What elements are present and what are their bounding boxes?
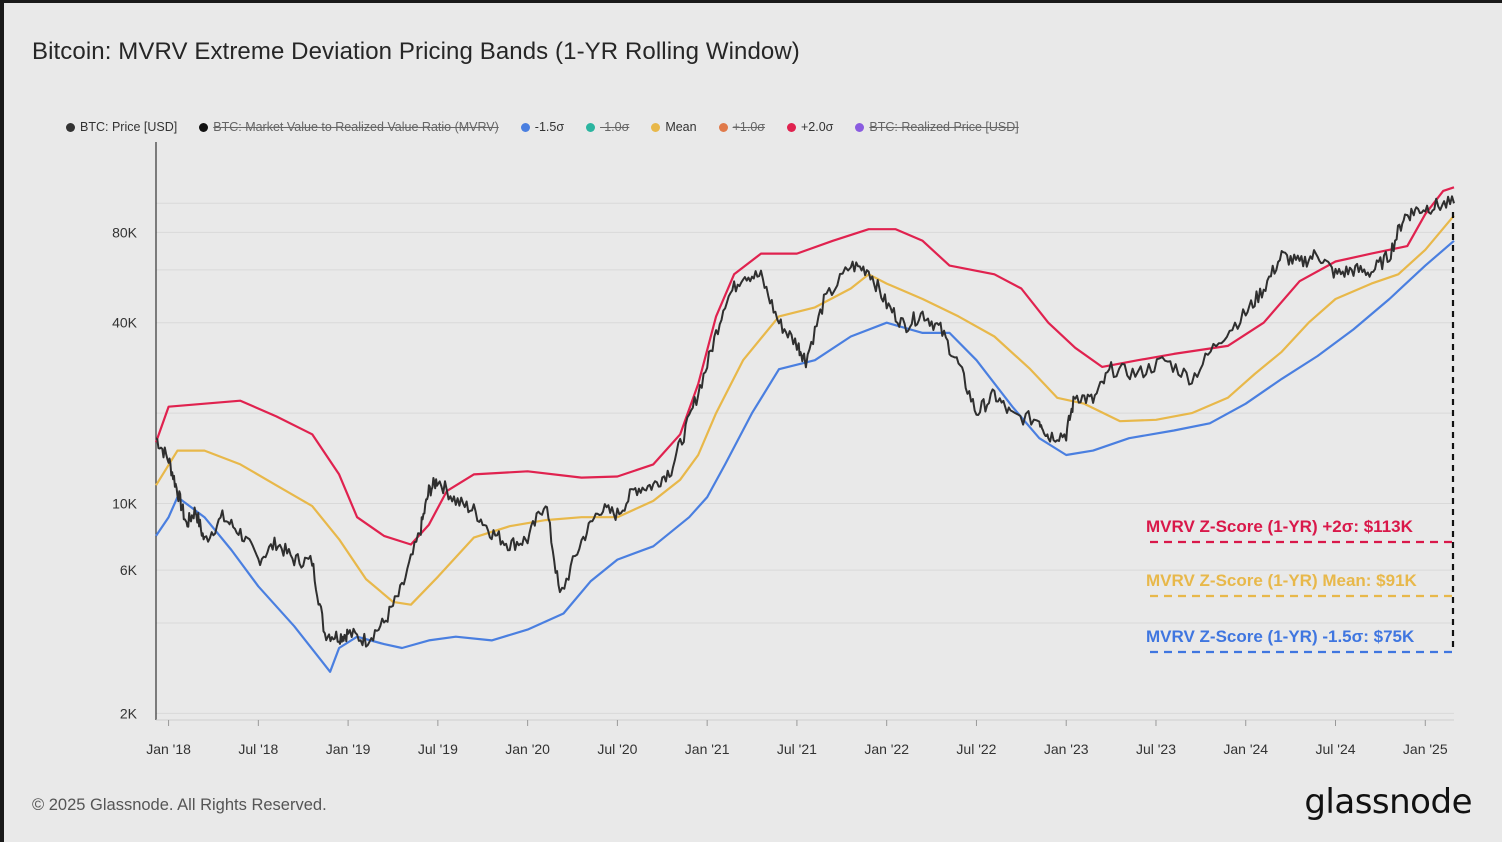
x-tick-label: Jul '21	[777, 741, 817, 757]
annotation-label: MVRV Z-Score (1-YR) -1.5σ: $75K	[1146, 627, 1415, 646]
x-tick-label: Jan '18	[146, 741, 191, 757]
y-tick-label: 40K	[112, 315, 138, 331]
legend-label: -1.5σ	[534, 120, 565, 134]
x-tick-label: Jan '22	[864, 741, 909, 757]
legend-item[interactable]: +1.0σ	[718, 120, 765, 134]
y-tick-label: 80K	[112, 224, 138, 240]
x-tick-label: Jan '23	[1044, 741, 1089, 757]
copyright-footer: © 2025 Glassnode. All Rights Reserved.	[32, 796, 327, 814]
legend: BTC: Price [USD] BTC: Market Value to Rea…	[66, 118, 1041, 136]
band-line	[155, 239, 1455, 673]
y-tick-label: 2K	[120, 705, 138, 721]
btc-price-line	[155, 195, 1455, 648]
x-tick-label: Jul '24	[1315, 741, 1355, 757]
legend-label: +2.0σ	[801, 120, 834, 134]
x-tick-label: Jan '19	[326, 741, 371, 757]
x-tick-label: Jan '24	[1223, 741, 1268, 757]
y-tick-label: 6K	[120, 562, 138, 578]
x-tick-label: Jul '20	[597, 741, 637, 757]
glassnode-logo: glassnode	[1304, 782, 1472, 822]
x-tick-label: Jul '19	[418, 741, 458, 757]
dot-icon	[66, 122, 75, 132]
legend-item[interactable]: -1.0σ	[586, 120, 629, 134]
legend-label: Mean	[665, 120, 697, 134]
dot-icon	[855, 122, 865, 132]
legend-item[interactable]: BTC: Realized Price [USD]	[855, 120, 1019, 134]
dot-icon	[787, 122, 796, 132]
dot-icon	[199, 122, 209, 132]
y-tick-label: 10K	[112, 495, 138, 511]
legend-item[interactable]: +2.0σ	[787, 120, 833, 134]
x-tick-label: Jul '22	[956, 741, 996, 757]
legend-label: -1.0σ	[600, 120, 630, 134]
chart-title: Bitcoin: MVRV Extreme Deviation Pricing …	[32, 38, 800, 65]
legend-label: BTC: Price [USD]	[80, 120, 178, 134]
legend-label: BTC: Market Value to Realized Value Rati…	[213, 120, 499, 134]
band-line	[155, 214, 1455, 606]
x-tick-label: Jan '25	[1403, 741, 1448, 757]
legend-label: +1.0σ	[732, 120, 765, 134]
dot-icon	[718, 122, 728, 132]
legend-label: BTC: Realized Price [USD]	[869, 120, 1019, 134]
chart-card	[4, 3, 1502, 842]
band-line	[154, 186, 1455, 546]
legend-item[interactable]: -1.5σ	[520, 120, 565, 134]
legend-item[interactable]: BTC: Market Value to Realized Value Rati…	[199, 120, 499, 134]
legend-item[interactable]: BTC: Price [USD]	[66, 120, 177, 134]
x-tick-label: Jul '23	[1136, 741, 1176, 757]
annotation-label: MVRV Z-Score (1-YR) Mean: $91K	[1146, 571, 1418, 590]
dot-icon	[520, 122, 530, 132]
annotation-label: MVRV Z-Score (1-YR) +2σ: $113K	[1146, 517, 1414, 536]
dot-icon	[586, 122, 596, 132]
x-tick-label: Jul '18	[238, 741, 278, 757]
x-tick-label: Jan '20	[505, 741, 550, 757]
x-tick-label: Jan '21	[685, 741, 730, 757]
dot-icon	[651, 122, 661, 132]
legend-item[interactable]: Mean	[651, 120, 697, 134]
